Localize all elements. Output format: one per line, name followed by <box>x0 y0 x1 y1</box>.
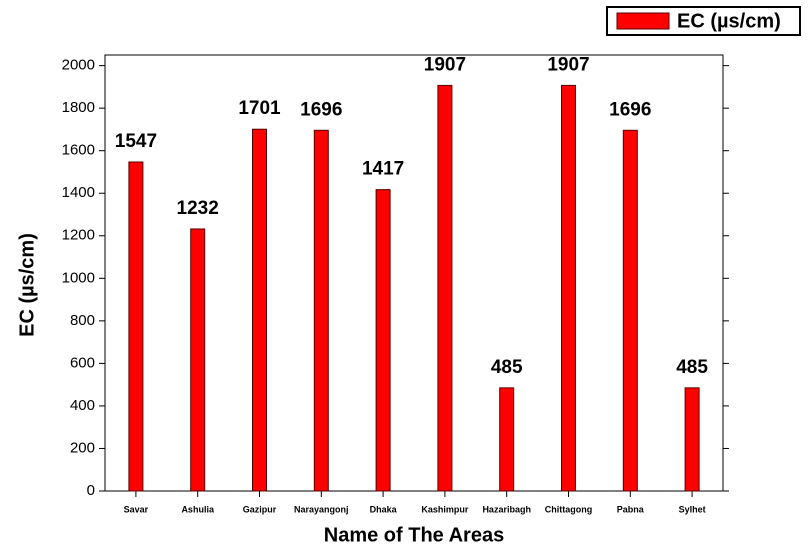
x-tick-label: Narayangonj <box>294 504 349 514</box>
y-tick-label: 1600 <box>62 142 95 159</box>
value-label: 1232 <box>177 198 219 219</box>
value-label: 1907 <box>424 54 466 75</box>
bar <box>190 228 206 492</box>
bar <box>499 387 515 492</box>
y-tick-label: 1200 <box>62 227 95 244</box>
y-tick-label: 2000 <box>62 57 95 74</box>
y-tick-label: 1400 <box>62 184 95 201</box>
bar <box>128 161 144 492</box>
y-axis-title: EC (µs/cm) <box>16 233 38 337</box>
value-label: 1696 <box>300 99 342 120</box>
bar <box>313 129 329 492</box>
y-tick-label: 600 <box>70 354 95 371</box>
y-tick-label: 1000 <box>62 269 95 286</box>
x-tick-label: Dhaka <box>370 504 398 514</box>
value-label: 1417 <box>362 159 404 180</box>
bar <box>375 189 391 492</box>
value-label: 485 <box>491 357 523 378</box>
bar <box>561 84 576 492</box>
y-tick-label: 1800 <box>62 99 95 116</box>
value-label: 1547 <box>115 131 157 152</box>
value-label: 1696 <box>609 99 651 120</box>
x-tick-label: Gazipur <box>243 504 277 514</box>
x-tick-label: Sylhet <box>679 504 706 514</box>
bar <box>684 387 700 492</box>
y-tick-label: 800 <box>70 312 95 329</box>
x-tick-label: Hazaribagh <box>482 504 531 514</box>
plot-frame <box>104 54 724 492</box>
value-label: 485 <box>676 357 708 378</box>
y-tick-label: 0 <box>87 482 95 499</box>
bar <box>622 129 638 492</box>
bar <box>437 84 453 492</box>
legend-swatch <box>616 12 670 30</box>
x-tick-label: Kashimpur <box>421 504 469 514</box>
x-tick-label: Ashulia <box>181 504 215 514</box>
value-label: 1701 <box>238 98 281 119</box>
y-tick-label: 400 <box>70 397 95 414</box>
value-label: 1907 <box>547 54 589 75</box>
x-tick-label: Savar <box>124 504 149 514</box>
x-tick-label: Chittagong <box>545 504 593 514</box>
bar <box>252 128 267 492</box>
legend-label: EC (µs/cm) <box>677 10 781 32</box>
y-tick-label: 200 <box>70 439 95 456</box>
x-axis-title: Name of The Areas <box>324 524 504 546</box>
x-tick-label: Pabna <box>617 504 645 514</box>
